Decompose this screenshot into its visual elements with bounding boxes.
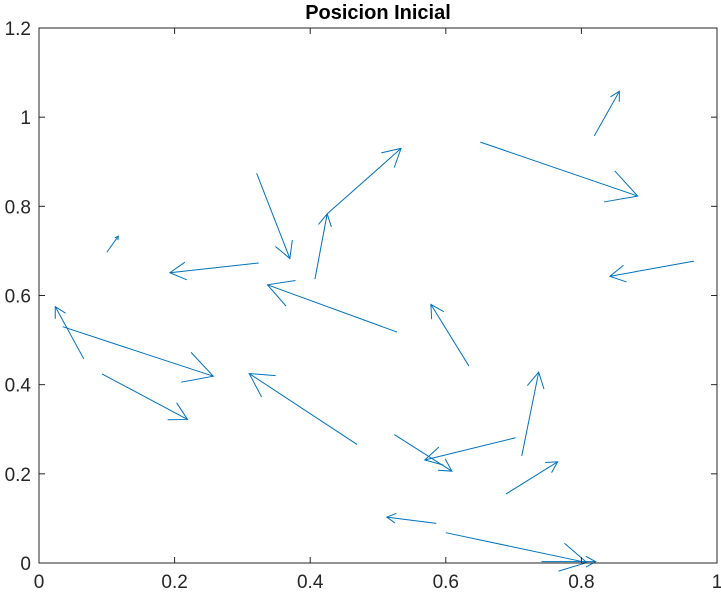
arrow bbox=[505, 461, 559, 495]
x-tick-label: 1 bbox=[712, 572, 721, 593]
arrow-shaft bbox=[248, 373, 358, 445]
arrow-shaft bbox=[62, 326, 214, 377]
arrow-shaft bbox=[256, 173, 291, 259]
x-tick-label: 0.2 bbox=[161, 572, 187, 593]
arrow-shaft bbox=[609, 260, 695, 277]
arrow-shaft bbox=[593, 91, 620, 137]
x-tick-label: 0.8 bbox=[568, 572, 594, 593]
arrow-head bbox=[266, 279, 296, 307]
arrow-shaft bbox=[106, 235, 119, 253]
arrow bbox=[541, 555, 597, 568]
arrow bbox=[266, 279, 398, 333]
arrow-head bbox=[181, 352, 215, 383]
arrow bbox=[394, 434, 453, 472]
arrow-head bbox=[168, 261, 188, 281]
arrow-shaft bbox=[445, 532, 587, 564]
arrow-shaft bbox=[101, 373, 188, 420]
arrow bbox=[326, 147, 402, 215]
arrow-head bbox=[608, 264, 627, 283]
arrow bbox=[608, 260, 695, 283]
arrow-head bbox=[545, 461, 559, 473]
arrow bbox=[385, 512, 437, 524]
arrow bbox=[430, 303, 470, 367]
arrow bbox=[593, 90, 620, 137]
x-tick-label: 0.6 bbox=[433, 572, 459, 593]
arrow-shaft bbox=[54, 306, 85, 360]
arrow-head bbox=[610, 90, 620, 102]
arrow-head bbox=[430, 303, 445, 320]
arrow-head bbox=[585, 555, 597, 568]
arrow bbox=[62, 326, 215, 383]
arrows-layer bbox=[54, 90, 695, 572]
arrow bbox=[256, 173, 293, 260]
y-tick-label: 0.6 bbox=[5, 287, 31, 308]
arrow-head bbox=[385, 512, 397, 524]
arrow-head bbox=[381, 147, 402, 168]
arrow-head bbox=[275, 239, 293, 260]
y-tick-label: 0.4 bbox=[5, 376, 32, 397]
arrow-shaft bbox=[326, 148, 402, 215]
arrow-head bbox=[54, 305, 66, 319]
y-tick-label: 0.8 bbox=[5, 197, 31, 218]
y-tick-label: 1 bbox=[20, 108, 31, 129]
arrow-shaft bbox=[314, 213, 328, 280]
arrow-shaft bbox=[521, 372, 540, 457]
x-tick-label: 0.4 bbox=[297, 572, 324, 593]
arrow bbox=[54, 305, 85, 360]
arrow bbox=[101, 373, 189, 421]
arrow-head bbox=[526, 371, 545, 390]
arrow-shaft bbox=[430, 304, 470, 367]
axes-layer: 0 0.2 0.4 0.6 0.8 1 0 0.2 0.4 0.6 0.8 1 1.2 bbox=[5, 19, 721, 593]
arrow bbox=[248, 372, 358, 445]
arrow bbox=[423, 437, 516, 466]
arrow-shaft bbox=[424, 437, 516, 461]
arrow-shaft bbox=[169, 262, 259, 274]
arrow-head bbox=[603, 170, 639, 203]
arrow bbox=[480, 141, 639, 203]
arrow-head bbox=[248, 372, 276, 398]
chart-title: Posicion Inicial bbox=[305, 2, 451, 24]
arrow bbox=[168, 261, 259, 281]
arrow-shaft bbox=[394, 434, 453, 472]
arrow-shaft bbox=[480, 141, 638, 197]
arrow-shaft bbox=[386, 516, 437, 524]
arrow-shaft bbox=[505, 461, 558, 495]
arrow bbox=[106, 235, 119, 253]
arrow bbox=[521, 371, 545, 457]
arrow-head bbox=[437, 458, 453, 472]
arrow-head bbox=[114, 235, 119, 241]
arrow-shaft bbox=[267, 284, 398, 333]
y-tick-label: 0 bbox=[20, 554, 31, 575]
arrow-head bbox=[423, 446, 444, 466]
x-tick-label: 0 bbox=[34, 572, 45, 593]
y-tick-label: 1.2 bbox=[5, 19, 31, 40]
plot-background bbox=[39, 28, 717, 563]
y-tick-label: 0.2 bbox=[5, 465, 31, 486]
arrow-head bbox=[167, 402, 189, 421]
